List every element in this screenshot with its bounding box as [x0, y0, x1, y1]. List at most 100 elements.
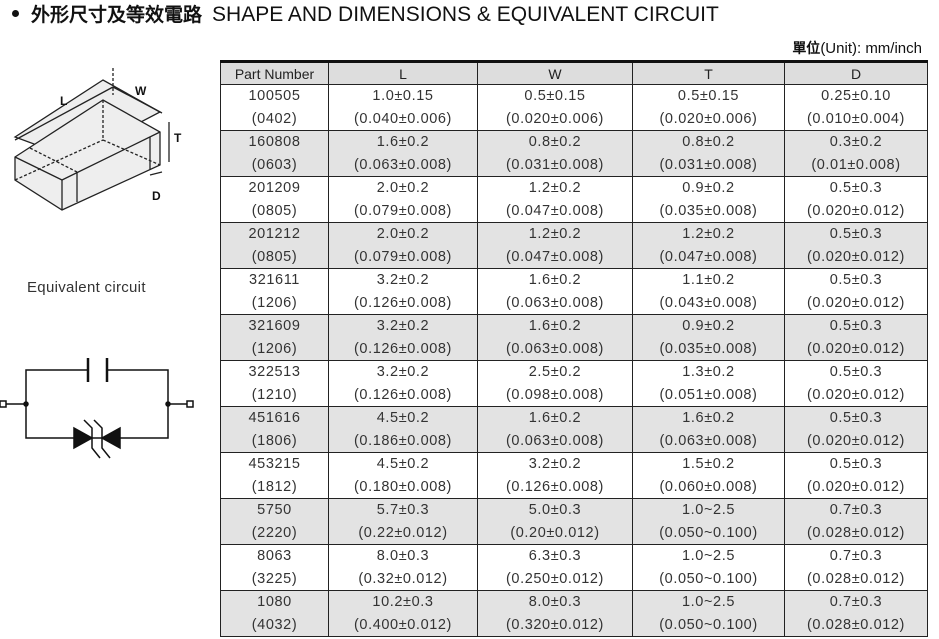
cell-L-inch: (0.040±0.006) [354, 110, 452, 127]
cell-T: 1.0~2.5 (0.050~0.100) [632, 498, 785, 545]
cell-part-number-mm: 5750 [257, 502, 292, 518]
cell-W-mm: 0.5±0.15 [524, 88, 586, 104]
table-header-row: Part Number L W T D [220, 61, 928, 85]
cell-D-mm: 0.7±0.3 [829, 502, 883, 518]
cell-W-mm: 5.0±0.3 [528, 502, 582, 518]
cell-D-mm: 0.25±0.10 [821, 88, 891, 104]
cell-L: 2.0±0.2 (0.079±0.008) [328, 176, 478, 223]
equivalent-circuit-label: Equivalent circuit [27, 279, 146, 296]
cell-L-mm: 10.2±0.3 [372, 594, 434, 610]
unit-cjk: 單位 [792, 41, 821, 57]
cell-W-inch: (0.063±0.008) [506, 432, 604, 449]
cell-part-number: 160808 (0603) [220, 130, 329, 177]
cell-D: 0.7±0.3 (0.028±0.012) [784, 498, 928, 545]
cell-L-inch: (0.126±0.008) [354, 294, 452, 311]
cell-part-number-inch: (0402) [251, 110, 298, 127]
cell-W: 1.6±0.2 (0.063±0.008) [477, 406, 633, 453]
dimensions-table: Part Number L W T D 100505 (0402) 1.0±0.15… [220, 60, 928, 637]
cell-L-mm: 2.0±0.2 [376, 180, 430, 196]
cell-part-number-mm: 201212 [248, 226, 301, 242]
cell-L: 3.2±0.2 (0.126±0.008) [328, 314, 478, 361]
header-part-number: Part Number [220, 61, 329, 85]
cell-part-number-inch: (4032) [251, 616, 298, 633]
cell-W: 8.0±0.3 (0.320±0.012) [477, 590, 633, 637]
cell-part-number-mm: 160808 [248, 134, 301, 150]
unit-label: 單位(Unit): mm/inch [792, 38, 922, 58]
cell-D-mm: 0.7±0.3 [829, 594, 883, 610]
cell-L: 4.5±0.2 (0.180±0.008) [328, 452, 478, 499]
cell-D-mm: 0.5±0.3 [829, 456, 883, 472]
cell-L-mm: 4.5±0.2 [376, 410, 430, 426]
table-row: 451616 (1806) 4.5±0.2 (0.186±0.008) 1.6±0.2 (… [220, 406, 928, 453]
cell-W-mm: 1.6±0.2 [528, 318, 582, 334]
cell-D: 0.5±0.3 (0.020±0.012) [784, 360, 928, 407]
cell-T-inch: (0.043±0.008) [659, 294, 758, 311]
table-row: 453215 (1812) 4.5±0.2 (0.180±0.008) 3.2±0.2 (… [220, 452, 928, 499]
chip-dimension-drawing-icon: L W T D [13, 68, 182, 211]
label-D: D [152, 189, 161, 203]
label-T: T [174, 131, 182, 145]
cell-L: 5.7±0.3 (0.22±0.012) [328, 498, 478, 545]
cell-T-inch: (0.031±0.008) [659, 156, 758, 173]
cell-part-number-inch: (1210) [251, 386, 298, 403]
unit-en: (Unit): mm/inch [820, 40, 922, 57]
cell-T-mm: 1.2±0.2 [682, 226, 735, 242]
cell-W: 0.5±0.15 (0.020±0.006) [477, 84, 633, 131]
cell-L-inch: (0.400±0.012) [354, 616, 452, 633]
cell-T-inch: (0.035±0.008) [659, 340, 758, 357]
table-row: 321611 (1206) 3.2±0.2 (0.126±0.008) 1.6±0.2 (… [220, 268, 928, 315]
cell-part-number: 8063 (3225) [220, 544, 329, 591]
cell-D-inch: (0.010±0.004) [807, 110, 905, 127]
cell-D: 0.7±0.3 (0.028±0.012) [784, 544, 928, 591]
cell-L: 8.0±0.3 (0.32±0.012) [328, 544, 478, 591]
cell-D-inch: (0.028±0.012) [807, 616, 905, 633]
title-en: SHAPE AND DIMENSIONS & EQUIVALENT CIRCUI… [212, 3, 719, 26]
cell-W: 6.3±0.3 (0.250±0.012) [477, 544, 633, 591]
cell-T: 0.8±0.2 (0.031±0.008) [632, 130, 785, 177]
cell-T: 1.6±0.2 (0.063±0.008) [632, 406, 785, 453]
header-D: D [784, 61, 928, 85]
cell-D-inch: (0.020±0.012) [807, 386, 905, 403]
table-row: 201209 (0805) 2.0±0.2 (0.079±0.008) 1.2±0.2 (… [220, 176, 928, 223]
cell-D-mm: 0.5±0.3 [829, 410, 883, 426]
cell-part-number-inch: (1806) [251, 432, 298, 449]
cell-part-number-mm: 201209 [248, 180, 301, 196]
cell-part-number: 321611 (1206) [220, 268, 329, 315]
cell-L-mm: 3.2±0.2 [376, 318, 430, 334]
cell-W-mm: 0.8±0.2 [528, 134, 582, 150]
cell-T: 1.2±0.2 (0.047±0.008) [632, 222, 785, 269]
cell-D-mm: 0.5±0.3 [829, 180, 883, 196]
table-row: 160808 (0603) 1.6±0.2 (0.063±0.008) 0.8±0.2 (… [220, 130, 928, 177]
table-row: 1080 (4032) 10.2±0.3 (0.400±0.012) 8.0±0.3 (0… [220, 590, 928, 637]
cell-T: 1.5±0.2 (0.060±0.008) [632, 452, 785, 499]
cell-W-inch: (0.063±0.008) [506, 294, 604, 311]
cell-part-number: 201212 (0805) [220, 222, 329, 269]
cell-L-mm: 2.0±0.2 [376, 226, 430, 242]
cell-L-mm: 5.7±0.3 [376, 502, 430, 518]
cell-D-mm: 0.5±0.3 [829, 272, 883, 288]
table-row: 201212 (0805) 2.0±0.2 (0.079±0.008) 1.2±0.2 (… [220, 222, 928, 269]
cell-W-mm: 2.5±0.2 [528, 364, 582, 380]
cell-T: 0.9±0.2 (0.035±0.008) [632, 314, 785, 361]
cell-W-mm: 3.2±0.2 [528, 456, 582, 472]
cell-L: 1.0±0.15 (0.040±0.006) [328, 84, 478, 131]
cell-T-inch: (0.035±0.008) [659, 202, 758, 219]
cell-D: 0.7±0.3 (0.028±0.012) [784, 590, 928, 637]
cell-T: 1.1±0.2 (0.043±0.008) [632, 268, 785, 315]
cell-D: 0.25±0.10 (0.010±0.004) [784, 84, 928, 131]
cell-D-mm: 0.5±0.3 [829, 226, 883, 242]
cell-part-number: 5750 (2220) [220, 498, 329, 545]
cell-D-inch: (0.020±0.012) [807, 202, 905, 219]
cell-T: 0.5±0.15 (0.020±0.006) [632, 84, 785, 131]
cell-T-mm: 0.8±0.2 [682, 134, 735, 150]
cell-T-mm: 1.3±0.2 [682, 364, 735, 380]
cell-part-number: 100505 (0402) [220, 84, 329, 131]
cell-part-number-mm: 453215 [248, 456, 301, 472]
cell-L: 10.2±0.3 (0.400±0.012) [328, 590, 478, 637]
cell-T-inch: (0.063±0.008) [659, 432, 758, 449]
cell-L-inch: (0.22±0.012) [358, 524, 448, 541]
cell-part-number: 201209 (0805) [220, 176, 329, 223]
cell-W-inch: (0.047±0.008) [506, 202, 604, 219]
cell-W: 2.5±0.2 (0.098±0.008) [477, 360, 633, 407]
cell-T-mm: 1.5±0.2 [682, 456, 735, 472]
